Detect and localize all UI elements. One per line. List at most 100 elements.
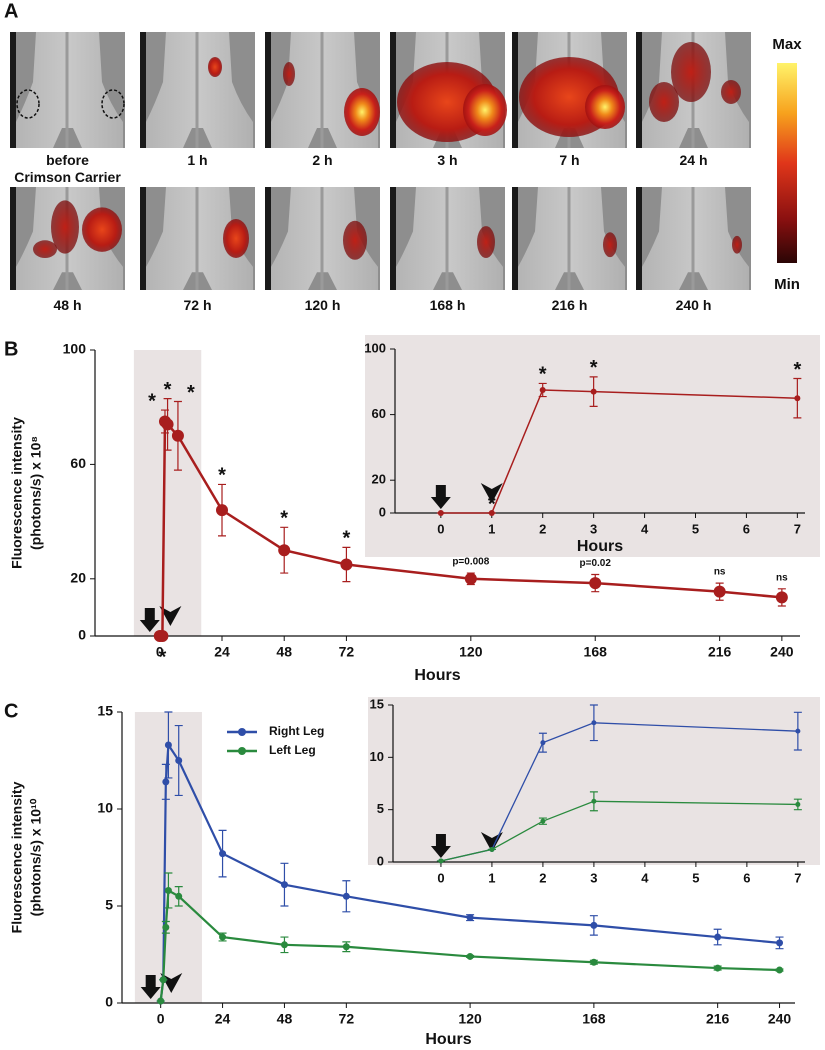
data-point — [156, 630, 169, 642]
mouse-body — [146, 187, 253, 290]
data-point — [280, 881, 288, 889]
data-point — [340, 558, 353, 571]
x-tick-label: 4 — [641, 870, 649, 885]
x-tick-label: 120 — [459, 644, 483, 660]
mouse-body — [642, 187, 749, 290]
data-point — [540, 740, 546, 746]
data-point — [590, 388, 597, 395]
event-arrowhead — [159, 606, 182, 626]
inset-background — [365, 335, 820, 557]
data-point — [775, 591, 788, 604]
image-label: 1 h — [187, 152, 208, 168]
series-line — [159, 741, 780, 1002]
y-tick-label: 20 — [372, 472, 386, 487]
image-edge — [265, 32, 271, 148]
data-point — [216, 504, 229, 517]
mouse-image — [140, 187, 255, 290]
signal — [649, 82, 679, 122]
injection-arrow — [139, 608, 160, 632]
y-tick-label: 60 — [372, 406, 386, 421]
x-tick-label: 168 — [584, 644, 608, 660]
data-point — [164, 741, 172, 749]
mouse-image — [512, 32, 627, 148]
x-tick-label: 0 — [156, 644, 164, 660]
signal — [283, 62, 295, 86]
signal — [732, 235, 742, 254]
data-point — [175, 757, 183, 764]
x-tick-label: 240 — [768, 1011, 792, 1027]
y-tick-label: 20 — [70, 570, 86, 586]
y-tick-label: 5 — [377, 801, 384, 816]
point-label: * — [343, 528, 351, 550]
image-label: 7 h — [559, 152, 580, 168]
x-tick-label: 72 — [339, 1011, 355, 1027]
injection-arrow — [140, 975, 161, 999]
mouse-image — [10, 187, 125, 290]
roi — [101, 89, 125, 119]
point-label: * — [590, 357, 598, 379]
event-arrowhead — [480, 483, 503, 503]
y-axis-label: (photons/s) x 10¹⁰ — [28, 798, 44, 916]
data-point — [590, 921, 598, 929]
y-tick-label: 10 — [370, 749, 384, 764]
point-label: * — [488, 493, 496, 515]
y-tick-label: 15 — [97, 703, 113, 719]
point-label: p=0.02 — [580, 558, 612, 569]
x-tick-label: 48 — [276, 644, 292, 660]
image-edge — [512, 32, 518, 148]
data-point — [540, 818, 546, 824]
mouse-image — [636, 187, 751, 290]
y-axis-label: Fluorescence intensity — [9, 781, 25, 933]
x-tick-label: 0 — [437, 521, 444, 536]
signal — [585, 85, 625, 129]
series-line — [159, 888, 780, 1002]
image-edge — [140, 32, 146, 148]
signal — [82, 207, 122, 252]
image-label: 3 h — [437, 152, 458, 168]
signal — [477, 226, 495, 259]
data-point — [157, 997, 165, 1005]
image-label: 120 h — [304, 297, 341, 313]
point-label: * — [164, 379, 172, 401]
mouse-image — [265, 32, 380, 148]
mouse-image — [140, 32, 255, 148]
signal — [208, 57, 222, 77]
point-label: ns — [776, 572, 788, 583]
data-point — [171, 429, 184, 442]
legend-marker — [238, 747, 246, 755]
image-label: 24 h — [679, 152, 708, 168]
y-tick-label: 0 — [78, 627, 86, 643]
mouse-body — [396, 187, 503, 290]
point-label: * — [218, 465, 226, 487]
data-point — [162, 778, 170, 786]
data-point — [161, 418, 174, 431]
point-label: * — [539, 364, 547, 386]
data-point — [162, 923, 170, 931]
image-edge — [10, 187, 16, 290]
x-tick-label: 0 — [157, 1011, 165, 1027]
y-tick-label: 10 — [97, 800, 113, 816]
image-edge — [10, 32, 16, 148]
x-tick-label: 6 — [743, 870, 750, 885]
injection-arrow — [430, 834, 451, 858]
mouse-body — [146, 32, 253, 148]
data-point — [590, 958, 598, 966]
data-point — [591, 720, 597, 726]
data-point — [466, 952, 474, 960]
legend-label: Left Leg — [269, 743, 316, 757]
x-tick-label: 120 — [458, 1011, 482, 1027]
data-point — [219, 933, 227, 941]
mouse-image — [512, 187, 627, 290]
image-edge — [512, 187, 518, 290]
point-label: * — [793, 359, 801, 381]
signal — [33, 240, 57, 259]
mouse-body — [518, 187, 625, 290]
x-tick-label: 72 — [339, 644, 355, 660]
mouse-image — [390, 32, 507, 148]
x-tick-label: 2 — [539, 521, 546, 536]
panel-label: A — [4, 0, 18, 22]
signal — [51, 200, 79, 254]
point-label: * — [280, 508, 288, 530]
x-tick-label: 48 — [277, 1011, 293, 1027]
data-point — [342, 943, 350, 951]
